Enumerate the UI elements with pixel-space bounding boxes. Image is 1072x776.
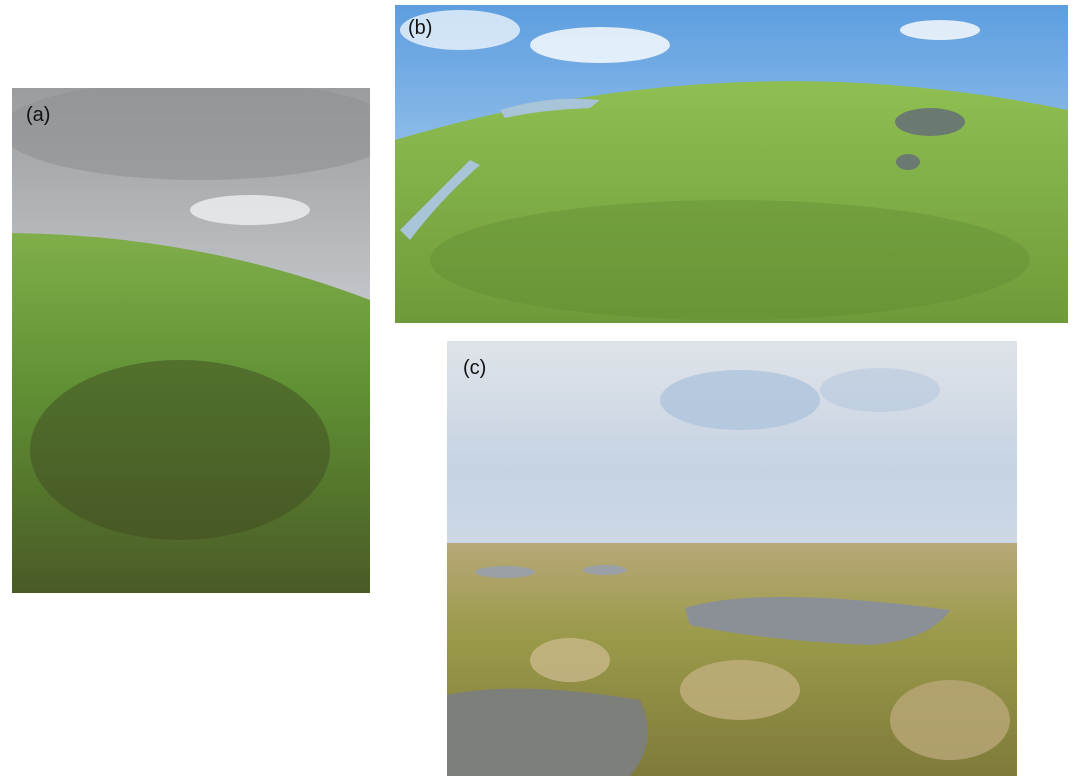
panel-label: (b)	[408, 17, 432, 39]
photo-c	[447, 341, 1017, 776]
photo-a	[12, 88, 370, 593]
panel-label: (c)	[463, 357, 486, 379]
photo-b	[395, 5, 1068, 323]
panel-label: (a)	[26, 104, 50, 126]
